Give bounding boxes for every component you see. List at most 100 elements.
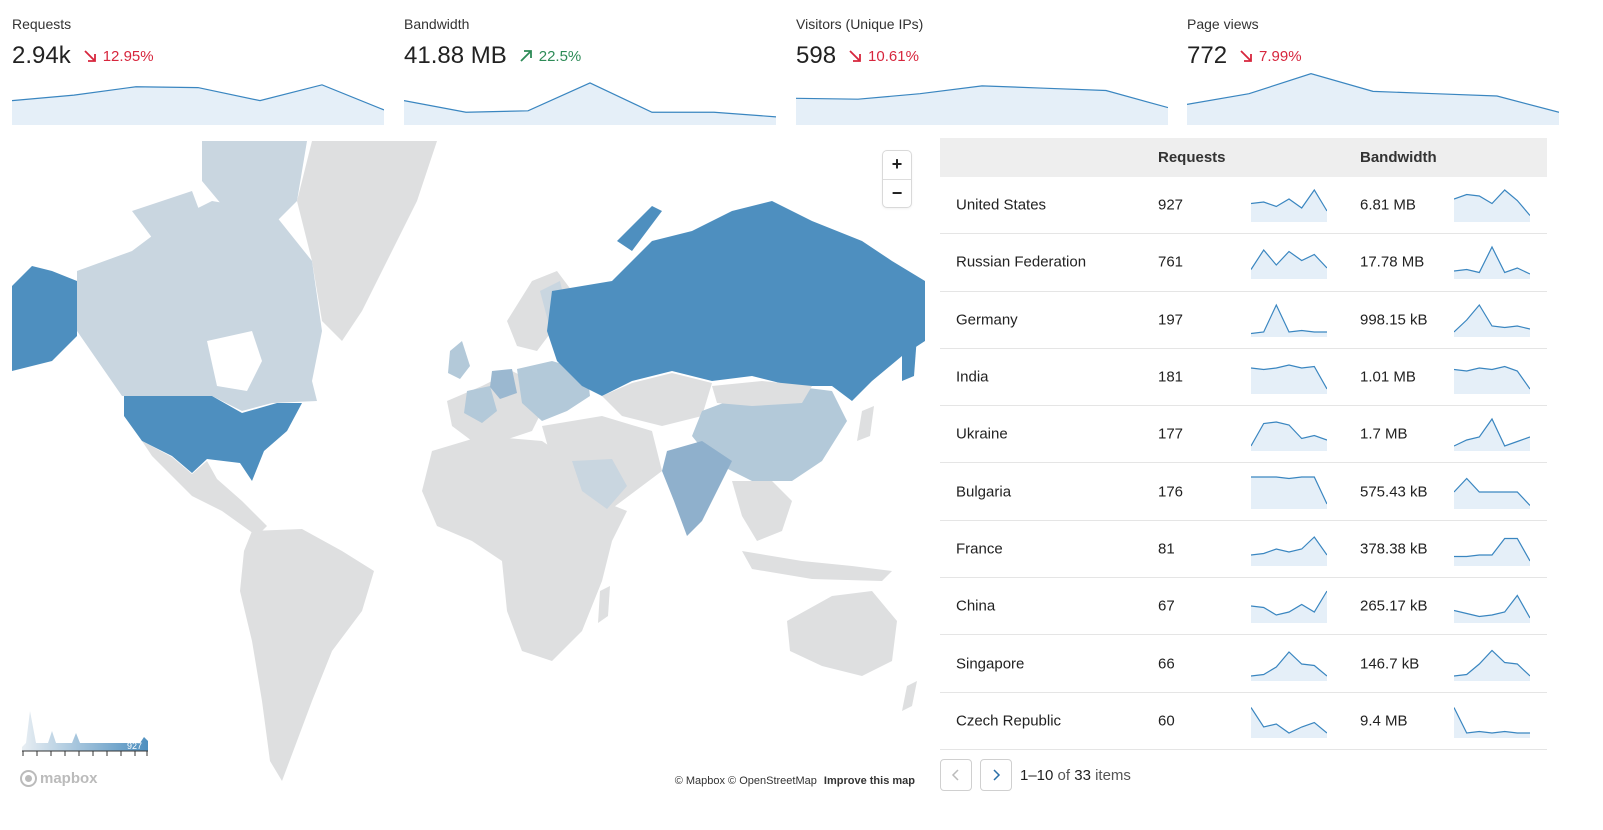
country-name: Bulgaria xyxy=(956,483,1012,501)
country-mexico[interactable] xyxy=(142,441,267,536)
stat-change: 10.61% xyxy=(848,48,919,65)
requests-sparkline xyxy=(1251,589,1327,624)
sparkline-area xyxy=(1251,651,1327,681)
requests-sparkline xyxy=(1251,532,1327,566)
sparkline-line xyxy=(1251,250,1327,270)
table-row[interactable]: Russian Federation 761 17.78 MB xyxy=(940,234,1547,292)
stat-value: 598 xyxy=(796,42,837,69)
table-body: United States 927 6.81 MB Russian Federatio… xyxy=(940,177,1547,750)
country-southeast-asia[interactable] xyxy=(732,481,792,541)
country-south-america[interactable] xyxy=(240,529,374,781)
sparkline-line xyxy=(1454,478,1530,505)
sparkline-area xyxy=(12,84,384,125)
chevron-left-icon xyxy=(951,769,959,781)
table-row[interactable]: Bulgaria 176 575.43 kB xyxy=(940,463,1547,521)
trend-up-icon xyxy=(520,50,532,62)
stat-change: 12.95% xyxy=(83,48,154,65)
table-header: Requests Bandwidth xyxy=(940,138,1547,177)
requests-value: 81 xyxy=(1158,540,1175,558)
stat-change: 22.5% xyxy=(519,48,581,65)
country-india[interactable] xyxy=(662,441,732,536)
sparkline-area xyxy=(1454,247,1530,280)
table-row[interactable]: China 67 265.17 kB xyxy=(940,578,1547,636)
country-kazakhstan[interactable] xyxy=(602,373,712,426)
choropleth[interactable] xyxy=(12,141,925,819)
country-germany[interactable] xyxy=(490,369,517,399)
country-indonesia[interactable] xyxy=(742,551,892,581)
sparkline-line xyxy=(1187,74,1559,113)
stat-value: 772 xyxy=(1187,42,1228,69)
stat-value: 2.94k xyxy=(12,42,71,69)
bandwidth-sparkline xyxy=(1454,647,1530,681)
sparkline-area xyxy=(1251,536,1327,566)
table-row[interactable]: Czech Republic 60 9.4 MB xyxy=(940,693,1547,750)
country-mongolia[interactable] xyxy=(712,381,812,406)
country-united-states[interactable] xyxy=(124,396,302,481)
requests-sparkline xyxy=(1251,704,1327,738)
requests-value: 176 xyxy=(1158,483,1184,501)
world-map[interactable]: + − 927 mapbox © Mapbox © Open xyxy=(12,141,925,819)
stat-requests: Requests 2.94k 12.95% xyxy=(12,15,384,125)
prev-page-button[interactable] xyxy=(940,759,972,791)
attribution-text[interactable]: © Mapbox © OpenStreetMap xyxy=(674,775,817,787)
country-russia-novaya-zemlya[interactable] xyxy=(617,206,662,251)
bandwidth-value: 6.81 MB xyxy=(1360,196,1416,214)
country-eastern-europe[interactable] xyxy=(517,361,590,421)
sparkline-line xyxy=(1251,591,1327,615)
sparkline-area xyxy=(1251,250,1327,280)
country-new-zealand[interactable] xyxy=(902,681,917,711)
country-saudi-arabia[interactable] xyxy=(572,459,627,509)
table-row[interactable]: Germany 197 998.15 kB xyxy=(940,292,1547,349)
improve-map-link[interactable]: Improve this map xyxy=(823,775,915,787)
bandwidth-sparkline xyxy=(1454,360,1530,395)
bandwidth-sparkline xyxy=(1454,589,1530,624)
table-row[interactable]: France 81 378.38 kB xyxy=(940,521,1547,579)
sparkline-line xyxy=(1454,707,1530,733)
requests-value: 177 xyxy=(1158,425,1184,443)
mapbox-icon xyxy=(20,769,37,787)
country-uk[interactable] xyxy=(448,341,470,379)
country-name: Singapore xyxy=(956,655,1025,673)
mapbox-logo-text: mapbox xyxy=(40,769,98,787)
country-australia[interactable] xyxy=(787,591,897,676)
requests-sparkline xyxy=(1251,245,1327,280)
zoom-in-button[interactable]: + xyxy=(891,154,903,174)
bandwidth-value: 1.7 MB xyxy=(1360,425,1408,443)
country-name: Czech Republic xyxy=(956,712,1062,730)
sparkline-line xyxy=(1454,650,1530,676)
country-russia-kamchatka[interactable] xyxy=(902,336,917,381)
sparkline-area xyxy=(1454,707,1530,738)
country-greenland[interactable] xyxy=(297,141,437,341)
bandwidth-sparkline xyxy=(1454,475,1530,509)
country-russian-federation[interactable] xyxy=(547,201,925,401)
stat-change-value: 10.61% xyxy=(868,47,919,65)
sparkline-line xyxy=(796,86,1168,108)
mapbox-logo[interactable]: mapbox xyxy=(20,767,98,789)
sparkline-line xyxy=(1454,419,1530,446)
table-row[interactable]: United States 927 6.81 MB xyxy=(940,177,1547,235)
stat-visitors: Visitors (Unique IPs) 598 10.61% xyxy=(796,15,1168,125)
sparkline-area xyxy=(1251,304,1327,337)
sparkline-area xyxy=(1454,650,1530,681)
requests-column-header[interactable]: Requests xyxy=(1158,149,1226,166)
table-row[interactable]: Ukraine 177 1.7 MB xyxy=(940,406,1547,464)
country-name: China xyxy=(956,597,996,615)
table-row[interactable]: India 181 1.01 MB xyxy=(940,349,1547,407)
table-row[interactable]: Singapore 66 146.7 kB xyxy=(940,635,1547,693)
zoom-out-button[interactable]: − xyxy=(883,179,911,207)
country-canada-islands[interactable] xyxy=(132,141,307,251)
requests-value: 927 xyxy=(1158,196,1184,214)
country-us-alaska[interactable] xyxy=(12,266,77,371)
country-china[interactable] xyxy=(692,386,847,481)
sparkline-line xyxy=(1454,190,1530,216)
legend-histogram xyxy=(22,711,148,756)
country-madagascar[interactable] xyxy=(598,586,610,623)
pagination-range: 1–10 xyxy=(1020,766,1054,784)
country-japan[interactable] xyxy=(857,406,874,441)
requests-value: 67 xyxy=(1158,597,1175,615)
bandwidth-sparkline xyxy=(1454,532,1530,566)
visitors-sparkline xyxy=(796,67,1168,125)
country-france[interactable] xyxy=(464,386,497,423)
next-page-button[interactable] xyxy=(980,759,1012,791)
bandwidth-column-header[interactable]: Bandwidth xyxy=(1360,149,1437,166)
